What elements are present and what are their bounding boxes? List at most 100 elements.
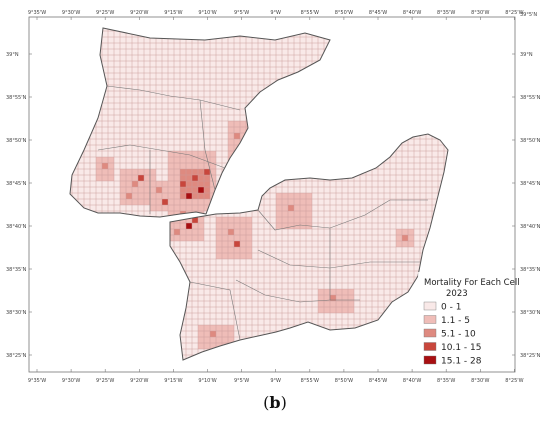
grid-cell (180, 223, 186, 229)
grid-cell (180, 229, 186, 235)
grid-cell (204, 163, 210, 169)
grid-cell (168, 199, 174, 205)
grid-cell (204, 193, 210, 199)
grid-cell (198, 325, 204, 331)
grid-cell (282, 199, 288, 205)
grid-cell (138, 193, 144, 199)
grid-cell (156, 199, 162, 205)
grid-cell (150, 205, 156, 211)
grid-cell (198, 223, 204, 229)
grid-cell (198, 187, 204, 193)
grid-cell (300, 223, 306, 229)
grid-cell (324, 301, 330, 307)
grid-cell (126, 175, 132, 181)
grid-cell (174, 199, 180, 205)
grid-cell (168, 205, 174, 211)
region-outline (69, 27, 331, 218)
grid-cell (348, 307, 354, 313)
grid-cell (246, 139, 252, 145)
grid-cell (132, 187, 138, 193)
longitude-tick-top: 9°35'W (28, 10, 46, 16)
grid-cell (96, 157, 102, 163)
grid-cell (138, 175, 144, 181)
grid-cell (306, 217, 312, 223)
grid-cell (180, 199, 186, 205)
grid-cell (318, 301, 324, 307)
latitude-tick-right: 38°35'N (520, 267, 541, 273)
grid-cell (330, 289, 336, 295)
grid-cell (168, 229, 174, 235)
grid-cell (180, 193, 186, 199)
longitude-tick-bottom: 9°30'W (62, 378, 80, 384)
grid-cell (204, 175, 210, 181)
grid-cell (168, 163, 174, 169)
grid-cell (96, 163, 102, 169)
grid-cell (282, 121, 288, 127)
grid-cell (198, 157, 204, 163)
grid-cell (198, 181, 204, 187)
grid-cell (168, 169, 174, 175)
grid-cell (294, 211, 300, 217)
grid-cell (270, 91, 276, 97)
grid-cell (276, 91, 282, 97)
grid-cell (168, 235, 174, 241)
grid-cell (234, 133, 240, 139)
grid-cell (234, 127, 240, 133)
grid-cell (174, 187, 180, 193)
grid-cell (228, 247, 234, 253)
grid-cell (342, 295, 348, 301)
legend-swatch (423, 342, 437, 351)
grid-cell (156, 205, 162, 211)
grid-cell (192, 235, 198, 241)
grid-cell (306, 193, 312, 199)
grid-cell (210, 157, 216, 163)
grid-cell (276, 205, 282, 211)
grid-cell (240, 223, 246, 229)
grid-cell (234, 229, 240, 235)
grid-cell (324, 295, 330, 301)
grid-cell (198, 199, 204, 205)
grid-cell (228, 133, 234, 139)
grid-cell (276, 115, 282, 121)
grid-cell (108, 175, 114, 181)
grid-cell (120, 199, 126, 205)
grid-cell (246, 157, 252, 163)
grid-cell (162, 199, 168, 205)
grid-cell (408, 241, 414, 247)
latitude-tick-right: 38°45'N (520, 181, 541, 187)
grid-cell (318, 307, 324, 313)
grid-cell (240, 145, 246, 151)
longitude-tick-top: 9°20'W (130, 10, 148, 16)
grid-cell (120, 169, 126, 175)
grid-cell (180, 157, 186, 163)
grid-cell (222, 229, 228, 235)
grid-cell (216, 229, 222, 235)
latitude-tick-right: 38°50'N (520, 138, 541, 144)
grid-cell (324, 289, 330, 295)
grid-cell (174, 151, 180, 157)
grid-cell (234, 121, 240, 127)
grid-cell (108, 157, 114, 163)
grid-cell (216, 337, 222, 343)
latitude-tick-right: 38°25'N (520, 353, 541, 359)
grid-cell (144, 187, 150, 193)
grid-cell (222, 331, 228, 337)
grid-cell (228, 337, 234, 343)
grid-cell (102, 169, 108, 175)
grid-cell (282, 193, 288, 199)
grid-cell (396, 241, 402, 247)
grid-cell (96, 169, 102, 175)
grid-cell (294, 217, 300, 223)
grid-cell (198, 151, 204, 157)
grid-cell (288, 205, 294, 211)
grid-cell (264, 121, 270, 127)
grid-cell (120, 181, 126, 187)
longitude-tick-bottom: 8°30'W (471, 378, 489, 384)
grid-cell (204, 157, 210, 163)
grid-cell (210, 337, 216, 343)
grid-cell (264, 115, 270, 121)
grid-cell (234, 241, 240, 247)
grid-cell (180, 181, 186, 187)
longitude-tick-bottom: 9°5'W (234, 378, 249, 384)
longitude-tick-bottom: 8°55'W (301, 378, 319, 384)
